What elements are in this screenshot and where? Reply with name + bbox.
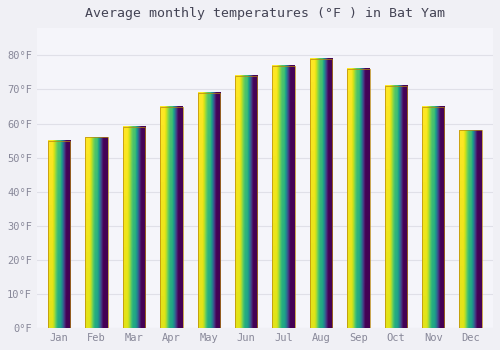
Bar xyxy=(86,137,108,328)
Bar xyxy=(384,86,407,328)
Title: Average monthly temperatures (°F ) in Bat Yam: Average monthly temperatures (°F ) in Ba… xyxy=(85,7,445,20)
Bar xyxy=(310,59,332,328)
Bar xyxy=(123,127,146,328)
Bar xyxy=(160,106,182,328)
Bar xyxy=(347,69,370,328)
Bar xyxy=(235,76,258,328)
Bar xyxy=(198,93,220,328)
Bar xyxy=(272,65,295,328)
Bar xyxy=(460,131,482,328)
Bar xyxy=(48,141,70,328)
Bar xyxy=(422,106,444,328)
